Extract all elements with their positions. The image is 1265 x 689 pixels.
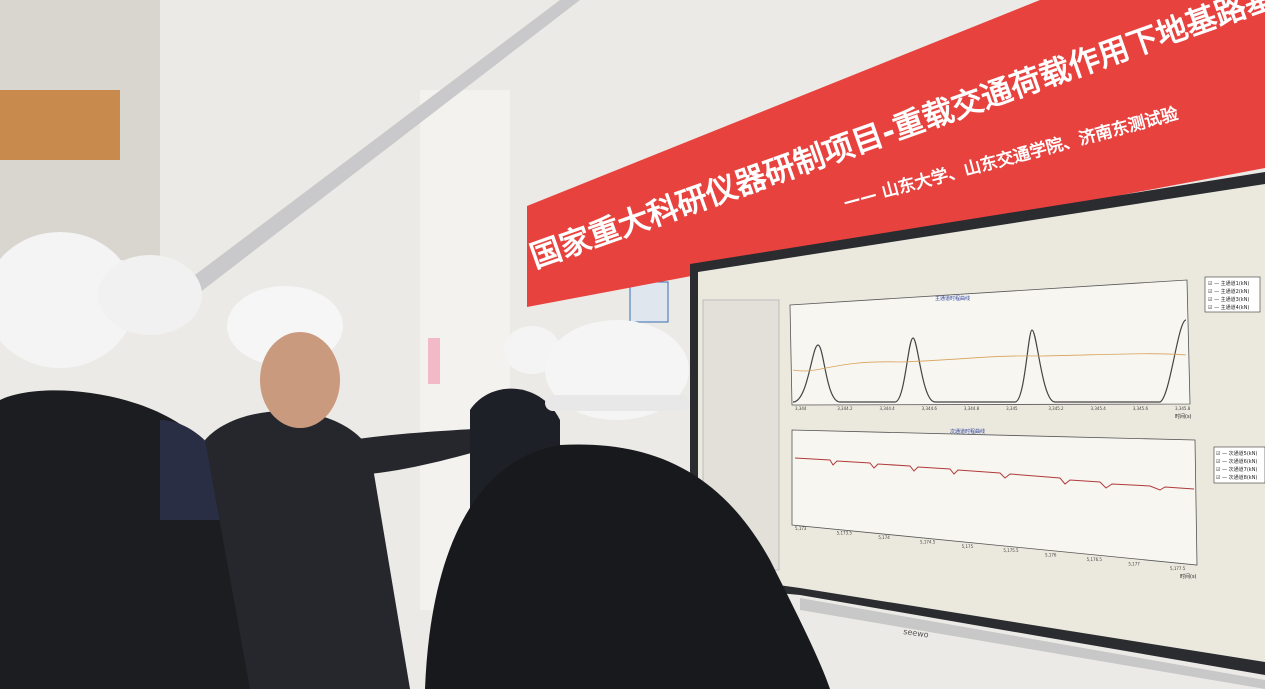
top-xlabel: 时间(s) — [1175, 413, 1192, 420]
bottom-legend-item: ☑ — 次通道7(kN) — [1216, 466, 1257, 473]
top-plot-area — [789, 279, 1191, 406]
top-tick-label: 3,344.2 — [837, 406, 853, 411]
top-tick-label: 3,345.6 — [1133, 406, 1149, 411]
top-chart-title: 主通道时程曲线 — [935, 295, 970, 302]
top-series-4 — [792, 353, 1187, 372]
top-tick-label: 3,344.4 — [879, 406, 895, 411]
pink-sign — [428, 338, 440, 384]
top-legend — [1204, 276, 1261, 313]
bottom-legend — [1213, 446, 1265, 484]
person-front-jacket — [425, 444, 830, 689]
top-tick-label: 3,344.8 — [964, 406, 980, 411]
top-series-main — [792, 319, 1187, 403]
wall-sign — [629, 281, 669, 323]
helmet-brim — [545, 395, 690, 411]
bottom-tick-label: 5,173 — [795, 526, 807, 531]
top-legend-item: ☑ — 主通道2(kN) — [1208, 288, 1249, 295]
crane — [0, 90, 120, 160]
bottom-chart-title: 次通道时程曲线 — [950, 428, 985, 435]
bottom-legend-item: ☑ — 次通道5(kN) — [1216, 450, 1257, 457]
bottom-legend-item: ☑ — 次通道8(kN) — [1216, 474, 1257, 481]
banner — [527, 0, 1265, 307]
bottom-plot-area — [791, 429, 1198, 566]
top-tick-label: 3,344 — [795, 406, 807, 411]
bottom-tick-label: 5,173.5 — [837, 530, 853, 535]
bottom-xlabel: 时间(s) — [1180, 573, 1197, 580]
person-pointing-suit — [205, 411, 410, 689]
top-tick-label: 3,345.2 — [1048, 406, 1064, 411]
bottom-chart: 次通道时程曲线 5,173 5,173.5 5,174 5,174.5 5,175 5,1… — [791, 428, 1265, 580]
top-tick-label: 3,344.6 — [922, 406, 938, 411]
bottom-tick-label: 5,175 — [962, 544, 974, 549]
face-pointing — [260, 332, 340, 428]
top-tick-label: 3,345 — [1006, 406, 1018, 411]
top-legend-item: ☑ — 主通道1(kN) — [1208, 280, 1249, 287]
bottom-tick-label: 5,174 — [878, 535, 890, 540]
top-chart: 主通道时程曲线 3,344 3,344.2 3,344.4 3,344.6 3,344.… — [789, 276, 1261, 420]
pipe — [175, 0, 580, 300]
bottom-legend-item: ☑ — 次通道6(kN) — [1216, 458, 1257, 465]
people — [0, 232, 830, 689]
person-left-jacket — [0, 390, 310, 689]
bottom-tick-label: 5,177.5 — [1170, 566, 1186, 571]
top-tick-label: 3,345.4 — [1091, 406, 1107, 411]
top-legend-item: ☑ — 主通道3(kN) — [1208, 296, 1249, 303]
bottom-series — [794, 457, 1195, 491]
helmet-2 — [98, 255, 202, 335]
bottom-tick-label: 5,175.5 — [1003, 548, 1019, 553]
bottom-tick-label: 5,174.5 — [920, 539, 936, 544]
bottom-tick-label: 5,177 — [1128, 562, 1140, 567]
bottom-tick-label: 5,176 — [1045, 553, 1057, 558]
brand-logo: seewo — [903, 627, 930, 639]
top-legend-item: ☑ — 主通道4(kN) — [1208, 304, 1249, 311]
helmet-left — [0, 232, 135, 368]
top-tick-label: 3,345.8 — [1175, 406, 1191, 411]
monitor-base — [800, 598, 1265, 689]
bottom-tick-label: 5,176.5 — [1087, 557, 1103, 562]
